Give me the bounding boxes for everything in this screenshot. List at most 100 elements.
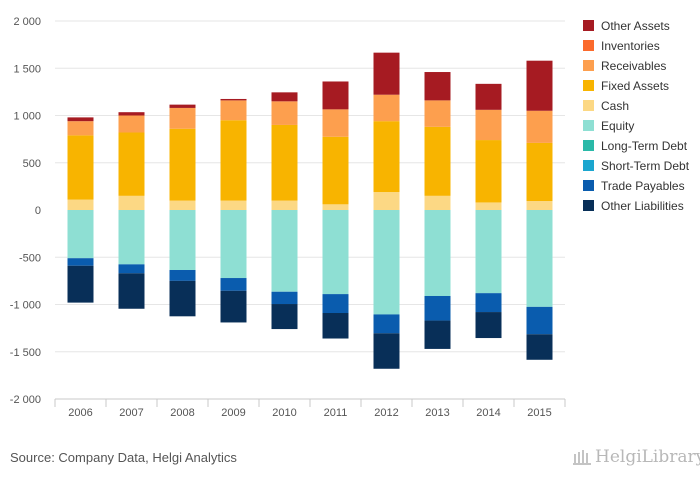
bar-segment-other-assets: [322, 81, 349, 110]
y-tick-label: -500: [19, 252, 41, 264]
bar-segment-cash: [271, 200, 298, 210]
helgi-library-logo[interactable]: HelgiLibrary: [572, 447, 700, 467]
legend-swatch: [583, 160, 594, 171]
bar-segment-cash: [67, 199, 94, 210]
bar-segment-other-liabilities: [424, 320, 451, 349]
legend-label: Fixed Assets: [601, 79, 669, 93]
bar-segment-trade-payables: [322, 294, 349, 314]
x-tick-label: 2013: [425, 407, 449, 419]
x-tick-label: 2012: [374, 407, 398, 419]
bar-segment-equity: [220, 210, 247, 279]
bar-segment-fixed-assets: [169, 128, 196, 201]
bar-segment-fixed-assets: [526, 142, 553, 202]
bar-segment-trade-payables: [169, 270, 196, 281]
bar-segment-cash: [322, 204, 349, 210]
bar-segment-other-liabilities: [67, 265, 94, 303]
y-tick-label: 500: [23, 158, 41, 170]
bar-segment-fixed-assets: [67, 135, 94, 200]
bar-segment-receivables: [169, 107, 196, 129]
bar-segment-other-assets: [67, 117, 94, 122]
logo-text: HelgiLibrary: [595, 447, 700, 467]
bar-segment-cash: [424, 195, 451, 210]
balance-sheet-chart: 2 000 1 500 1 000 500 0 -500 -1 000 -1 500 -2 00…: [10, 16, 690, 419]
y-tick-label: -1 500: [10, 347, 41, 359]
legend-label: Long-Term Debt: [601, 139, 688, 153]
bar-segment-other-assets: [373, 52, 400, 95]
y-tick-label: 1 500: [13, 63, 41, 75]
bar-segment-cash: [373, 192, 400, 210]
y-tick-label: 1 000: [13, 111, 41, 123]
legend-swatch: [583, 180, 594, 191]
bar-segment-equity: [526, 210, 553, 307]
legend-swatch: [583, 40, 594, 51]
bar-segment-receivables: [526, 110, 553, 143]
legend-label: Receivables: [601, 59, 666, 73]
y-tick-label: 0: [35, 205, 41, 217]
bar-segment-other-assets: [118, 112, 145, 116]
x-axis: 2006 2007 2008 2009 2010 2011 2012 2013 2014 2015: [54, 398, 566, 419]
bar-segment-trade-payables: [118, 264, 145, 274]
bar-segment-other-liabilities: [475, 312, 502, 339]
bar-segment-equity: [118, 210, 145, 265]
x-tick-label: 2009: [221, 407, 245, 419]
bar-segment-receivables: [424, 100, 451, 127]
bar-segment-other-liabilities: [169, 280, 196, 317]
x-tick-label: 2011: [324, 407, 348, 419]
bar-segment-other-liabilities: [526, 334, 553, 360]
bar-segment-equity: [271, 210, 298, 292]
bar-segment-cash: [526, 201, 553, 210]
bar-segment-trade-payables: [526, 306, 553, 335]
x-tick-label: 2006: [68, 407, 92, 419]
bar-segment-trade-payables: [373, 314, 400, 334]
bars: [67, 52, 553, 369]
legend-swatch: [583, 60, 594, 71]
bar-segment-other-assets: [271, 92, 298, 102]
bar-segment-other-assets: [169, 104, 196, 108]
bar-segment-cash: [118, 195, 145, 210]
bar-segment-trade-payables: [220, 278, 247, 291]
bar-segment-other-assets: [475, 83, 502, 110]
legend: Other Assets Inventories Receivables Fixed …: [583, 19, 690, 213]
bar-segment-trade-payables: [475, 293, 502, 313]
bar-segment-fixed-assets: [373, 121, 400, 193]
bar-segment-fixed-assets: [118, 132, 145, 196]
bar-segment-receivables: [322, 109, 349, 137]
bar-segment-fixed-assets: [322, 136, 349, 205]
bar-segment-equity: [424, 210, 451, 296]
bar-segment-cash: [475, 202, 502, 210]
legend-label: Other Assets: [601, 19, 670, 33]
x-tick-label: 2015: [527, 407, 551, 419]
bar-segment-receivables: [220, 100, 247, 121]
bar-segment-receivables: [67, 121, 94, 136]
bar-segment-other-assets: [526, 60, 553, 111]
bar-segment-fixed-assets: [424, 126, 451, 196]
bar-segment-cash: [220, 200, 247, 210]
bar-segment-fixed-assets: [271, 124, 298, 201]
bar-segment-other-liabilities: [373, 333, 400, 369]
bar-segment-cash: [169, 200, 196, 210]
bar-segment-trade-payables: [271, 291, 298, 305]
legend-label: Cash: [601, 99, 629, 113]
bar-segment-other-liabilities: [220, 290, 247, 323]
bar-segment-equity: [169, 210, 196, 271]
bar-segment-other-assets: [220, 98, 247, 101]
bar-segment-trade-payables: [424, 295, 451, 321]
y-tick-label: -2 000: [10, 394, 41, 406]
x-tick-label: 2007: [119, 407, 143, 419]
bar-segment-other-liabilities: [271, 304, 298, 330]
legend-label: Inventories: [601, 39, 660, 53]
legend-label: Equity: [601, 119, 634, 133]
bar-segment-other-liabilities: [322, 313, 349, 339]
bar-segment-receivables: [373, 94, 400, 122]
x-tick-label: 2008: [170, 407, 194, 419]
bar-segment-receivables: [271, 101, 298, 125]
bar-segment-equity: [67, 210, 94, 259]
bar-segment-fixed-assets: [220, 120, 247, 201]
source-note: Source: Company Data, Helgi Analytics: [10, 450, 237, 465]
legend-label: Short-Term Debt: [601, 159, 690, 173]
y-axis: 2 000 1 500 1 000 500 0 -500 -1 000 -1 500 -2 00…: [10, 16, 41, 406]
x-tick-label: 2014: [476, 407, 500, 419]
y-tick-label: -1 000: [10, 300, 41, 312]
bar-segment-other-liabilities: [118, 273, 145, 309]
bar-segment-equity: [475, 210, 502, 294]
